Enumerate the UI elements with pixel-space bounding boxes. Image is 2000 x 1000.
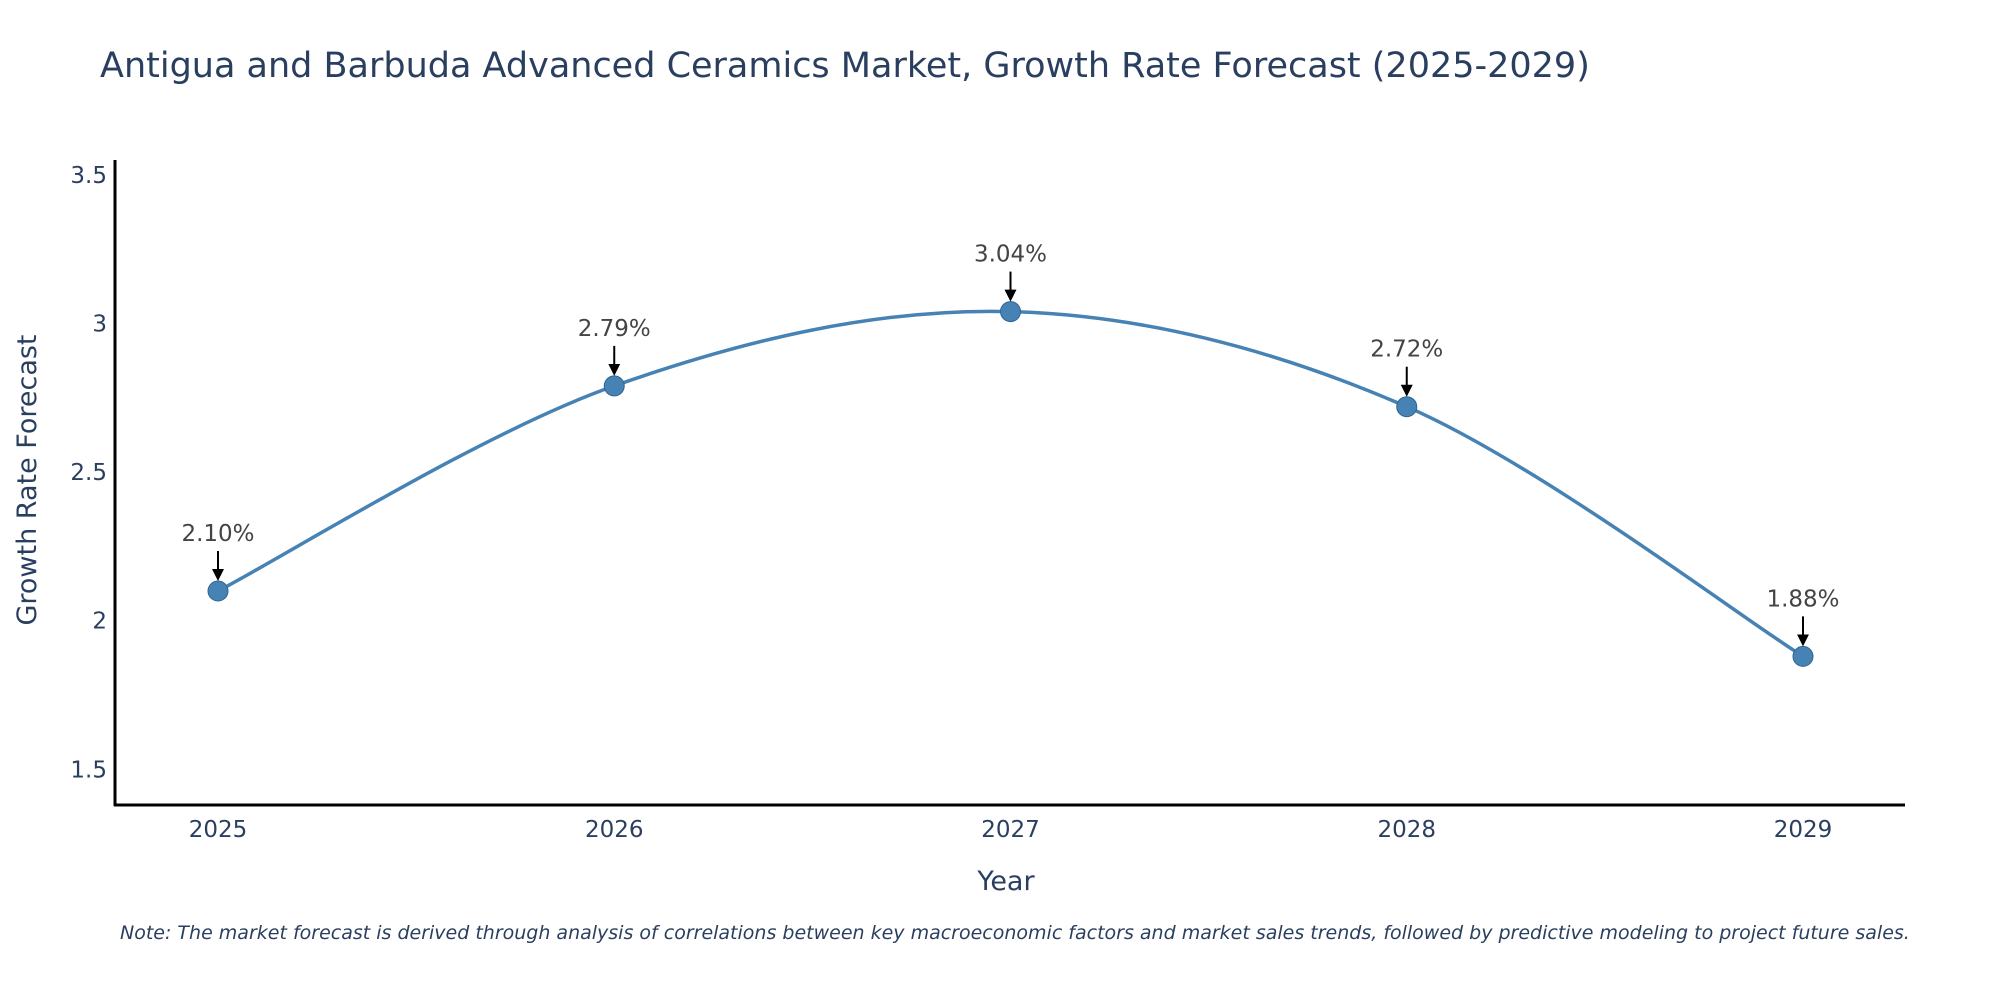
y-tick-label: 2 [92,609,107,635]
data-label: 2.72% [1370,337,1443,363]
y-tick-label: 2.5 [70,460,107,486]
data-point[interactable] [1792,645,1814,667]
y-tick-label: 1.5 [70,757,107,783]
y-tick-label: 3 [92,311,107,337]
x-tick-label: 2026 [585,817,644,843]
data-label: 3.04% [974,242,1047,268]
data-label: 1.88% [1766,586,1839,612]
y-tick-label: 3.5 [70,163,107,189]
data-point[interactable] [207,580,229,602]
data-point[interactable] [1396,396,1418,418]
x-tick-label: 2029 [1774,817,1833,843]
y-axis-title: Growth Rate Forecast [12,334,43,625]
data-label: 2.79% [578,316,651,342]
x-tick-label: 2028 [1377,817,1436,843]
x-axis-title: Year [976,866,1035,897]
data-label: 2.10% [181,521,254,547]
x-tick-label: 2025 [189,817,248,843]
series-line [217,309,1804,658]
x-tick-label: 2027 [981,817,1040,843]
footnote: Note: The market forecast is derived thr… [120,922,1910,944]
data-point[interactable] [1000,301,1021,323]
chart-title: Antigua and Barbuda Advanced Ceramics Ma… [100,46,1590,86]
data-point[interactable] [603,375,625,397]
